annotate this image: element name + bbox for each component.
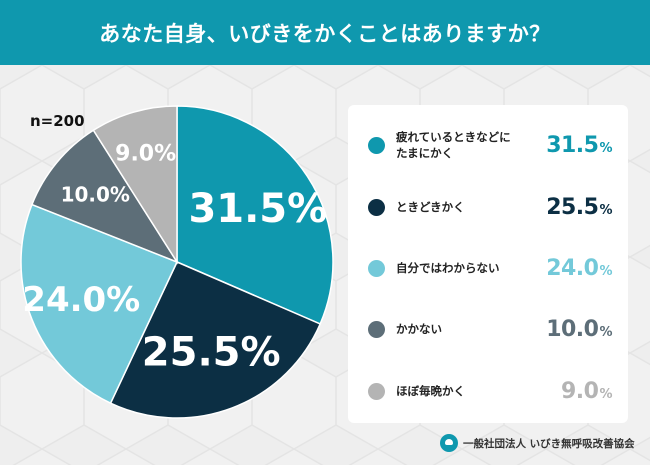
- legend-item: 疲れているときなどに たまにかく 31.5%: [348, 125, 628, 165]
- legend-item: 自分ではわからない 24.0%: [348, 248, 628, 288]
- legend-swatch: [368, 198, 385, 216]
- pie-slice: [176, 105, 334, 325]
- legend-swatch: [368, 136, 385, 154]
- footer-credit: 一般社団法人 いびき無呼吸改善協会: [440, 432, 635, 454]
- legend-panel: 疲れているときなどに たまにかく 31.5% ときどきかく 25.5% 自分ではわからな…: [348, 105, 628, 423]
- legend-label: ときどきかく: [396, 200, 465, 214]
- pie-slice-label: 25.5%: [142, 329, 281, 375]
- legend-label: ほぼ毎晩かく: [396, 384, 465, 398]
- pie-slice-label: 10.0%: [61, 182, 130, 206]
- legend-swatch: [368, 382, 385, 400]
- pie-slice: [109, 261, 322, 419]
- pie-slice-label: 9.0%: [115, 142, 176, 167]
- pie-slice-label: 31.5%: [188, 186, 327, 232]
- legend-value: 9.0%: [560, 378, 612, 404]
- pie-chart: 31.5% 25.5%24.0% 10.0% 9.0%: [20, 105, 334, 419]
- legend-swatch: [368, 259, 385, 277]
- legend-label: 疲れているときなどに たまにかく: [396, 130, 511, 160]
- legend-item: ほぼ毎晩かく 9.0%: [348, 371, 628, 411]
- legend-value: 31.5%: [546, 132, 612, 158]
- pie-slice: [20, 203, 179, 405]
- legend-value: 24.0%: [546, 255, 612, 281]
- legend-label: 自分ではわからない: [396, 261, 500, 275]
- pie-slice: [92, 105, 178, 265]
- legend-value: 25.5%: [546, 194, 612, 220]
- sample-size-label: n=200: [30, 112, 85, 130]
- legend-item: かかない 10.0%: [348, 309, 628, 349]
- legend-item: ときどきかく 25.5%: [348, 187, 628, 227]
- legend-swatch: [368, 320, 385, 338]
- pie-slice-label: 24.0%: [22, 280, 140, 320]
- organization-name: 一般社団法人 いびき無呼吸改善協会: [463, 437, 635, 450]
- legend-value: 10.0%: [546, 316, 612, 342]
- snore-association-logo-icon: [440, 434, 458, 452]
- legend-label: かかない: [396, 322, 442, 336]
- pie-slice: [30, 129, 179, 264]
- page-title: あなた自身、いびきをかくことはありますか？: [0, 0, 650, 65]
